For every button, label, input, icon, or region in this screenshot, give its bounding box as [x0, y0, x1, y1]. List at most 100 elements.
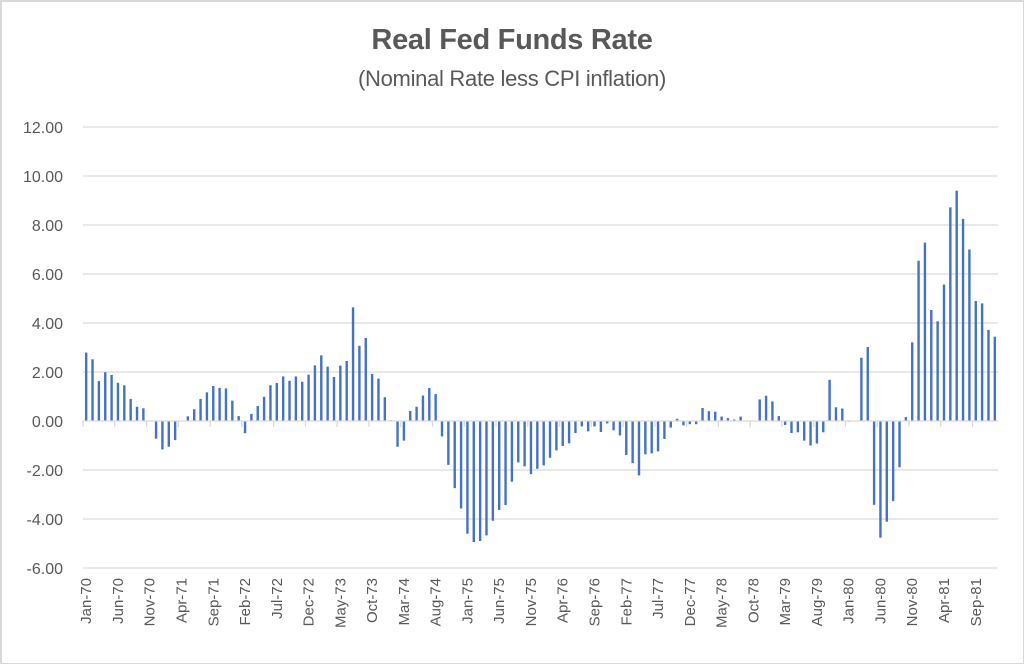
bar	[142, 408, 145, 421]
y-tick-label: 8.00	[32, 218, 63, 235]
bar	[574, 421, 577, 434]
bar	[402, 421, 406, 441]
bar	[135, 406, 139, 421]
bar	[561, 421, 564, 446]
x-tick-label: Nov-75	[523, 578, 540, 626]
bar	[199, 398, 202, 421]
bar	[739, 416, 742, 421]
bar	[612, 421, 615, 431]
bar	[860, 357, 863, 421]
x-tick-label: May-73	[332, 578, 349, 628]
bar	[949, 207, 952, 421]
bar	[186, 416, 190, 421]
bar	[104, 372, 107, 421]
bar	[288, 380, 291, 421]
bar	[802, 421, 806, 441]
bar	[955, 190, 958, 421]
x-tick-label: Sep-76	[587, 578, 604, 626]
x-tick-label: Jan-75	[459, 578, 476, 624]
x-tick-label: Jan-80	[841, 578, 858, 624]
bar	[332, 376, 336, 421]
bar	[974, 300, 977, 421]
x-tick-label: Feb-77	[618, 578, 635, 626]
bar	[593, 421, 596, 427]
bar	[606, 421, 609, 424]
x-tick-label: Dec-77	[682, 578, 699, 626]
bar	[231, 400, 234, 421]
bar	[567, 421, 571, 444]
bar	[301, 381, 304, 421]
bar	[523, 421, 526, 467]
bar	[936, 321, 939, 421]
bar	[580, 421, 584, 427]
x-tick-label: Jul-72	[269, 578, 286, 619]
bar	[339, 365, 342, 421]
bar	[733, 419, 736, 421]
bar	[771, 401, 774, 421]
bar	[872, 421, 876, 505]
x-tick-label: Jun-70	[110, 578, 127, 624]
bar	[116, 382, 120, 421]
bar	[129, 398, 132, 421]
bar	[345, 360, 348, 421]
bar	[866, 347, 869, 421]
bar	[529, 421, 533, 475]
bar	[834, 407, 838, 421]
bar	[440, 421, 444, 437]
bar	[555, 421, 558, 451]
bar	[478, 421, 482, 542]
bar	[783, 421, 787, 425]
x-tick-label: Oct-73	[364, 578, 381, 623]
x-tick-label: Apr-81	[936, 578, 953, 623]
x-tick-label: Aug-79	[809, 578, 826, 626]
bar-series	[84, 190, 997, 543]
x-tick-label: Oct-78	[745, 578, 762, 623]
bar	[904, 417, 908, 421]
bar	[993, 336, 997, 421]
bar	[891, 421, 895, 502]
bar	[250, 413, 253, 421]
x-tick-label: Dec-72	[301, 578, 318, 626]
bar	[707, 411, 711, 421]
bar	[828, 379, 831, 421]
x-tick-label: Sep-81	[968, 578, 985, 626]
x-tick-label: Apr-76	[555, 578, 572, 623]
bar	[281, 376, 285, 421]
y-tick-label: 0.00	[32, 414, 63, 431]
bar	[84, 352, 88, 421]
bar	[262, 396, 266, 421]
bar	[205, 392, 209, 421]
x-tick-label: Jul-77	[650, 578, 667, 619]
bar	[675, 418, 679, 421]
bar	[161, 421, 164, 450]
bar	[256, 406, 259, 421]
x-axis-tick-marks	[82, 421, 974, 427]
bar	[409, 410, 412, 421]
x-tick-label: Jan-70	[78, 578, 95, 624]
bar	[510, 421, 514, 482]
bar	[777, 416, 780, 421]
bar	[447, 421, 450, 465]
bar	[650, 421, 653, 454]
x-tick-label: Mar-79	[777, 578, 794, 626]
bar	[383, 397, 387, 421]
bar	[688, 421, 692, 425]
bar	[663, 421, 666, 439]
y-tick-label: -6.00	[27, 561, 64, 578]
bar	[370, 373, 374, 421]
bar	[472, 421, 475, 543]
bar	[631, 421, 634, 464]
bar	[656, 421, 660, 452]
bar	[421, 395, 425, 421]
bar	[987, 329, 990, 421]
x-tick-label: Sep-71	[205, 578, 222, 626]
bar	[917, 260, 920, 421]
bar	[459, 421, 463, 509]
x-tick-label: Nov-70	[142, 578, 159, 626]
x-tick-label: Feb-72	[237, 578, 254, 626]
x-tick-label: Jun-75	[491, 578, 508, 624]
bar	[453, 421, 456, 489]
bar	[167, 421, 170, 447]
x-tick-label: Nov-80	[904, 578, 921, 626]
